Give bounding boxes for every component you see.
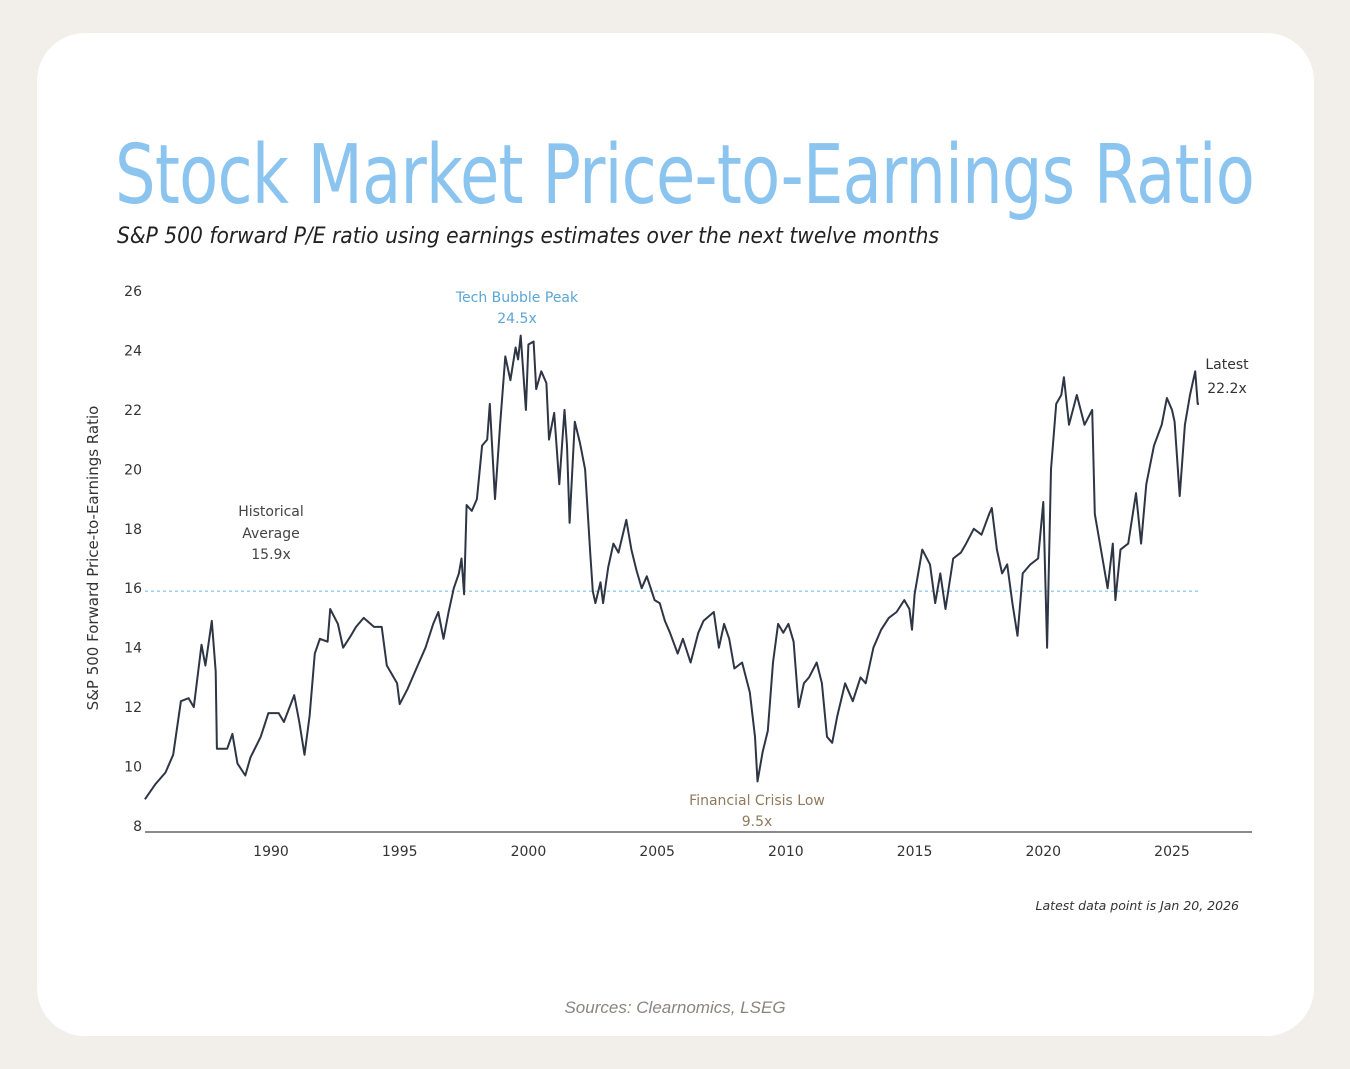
y-tick-label: 12 <box>124 700 142 716</box>
peak-annotation-label: Tech Bubble Peak <box>455 290 579 306</box>
y-tick-label: 24 <box>124 343 142 359</box>
pe-ratio-line <box>144 334 1199 800</box>
low-annotation-label: Financial Crisis Low <box>689 793 825 809</box>
x-tick-label: 2020 <box>1025 844 1061 860</box>
latest-annotation-value: 22.2x <box>1207 381 1246 397</box>
x-tick-label: 2005 <box>639 844 675 860</box>
peak-annotation-value: 24.5x <box>497 311 536 327</box>
y-tick-label: 16 <box>124 581 142 597</box>
chart-card <box>37 33 1314 1036</box>
y-tick-label: 10 <box>124 760 142 776</box>
x-tick-label: 1990 <box>253 844 289 860</box>
low-annotation-value: 9.5x <box>742 814 773 830</box>
y-tick-label: 8 <box>133 819 142 835</box>
average-label-line2: Average <box>242 526 300 542</box>
y-tick-label: 26 <box>124 284 142 300</box>
chart-subtitle: S&P 500 forward P/E ratio using earnings… <box>117 224 940 249</box>
x-tick-label: 2000 <box>511 844 547 860</box>
y-tick-label: 14 <box>124 641 142 657</box>
y-tick-label: 18 <box>124 522 142 538</box>
x-tick-label: 2015 <box>897 844 933 860</box>
latest-annotation-label: Latest <box>1205 357 1249 373</box>
average-label-value: 15.9x <box>251 547 290 563</box>
x-tick-label: 2025 <box>1154 844 1190 860</box>
y-tick-label: 20 <box>124 462 142 478</box>
latest-data-note: Latest data point is Jan 20, 2026 <box>1036 898 1239 913</box>
x-tick-label: 2010 <box>768 844 804 860</box>
average-label-line1: Historical <box>238 504 304 520</box>
y-axis-label: S&P 500 Forward Price-to-Earnings Ratio <box>84 406 102 711</box>
chart-title: Stock Market Price-to-Earnings Ratio <box>115 128 1255 223</box>
y-tick-label: 22 <box>124 403 142 419</box>
sources-note: Sources: Clearnomics, LSEG <box>564 998 786 1017</box>
x-tick-label: 1995 <box>382 844 418 860</box>
